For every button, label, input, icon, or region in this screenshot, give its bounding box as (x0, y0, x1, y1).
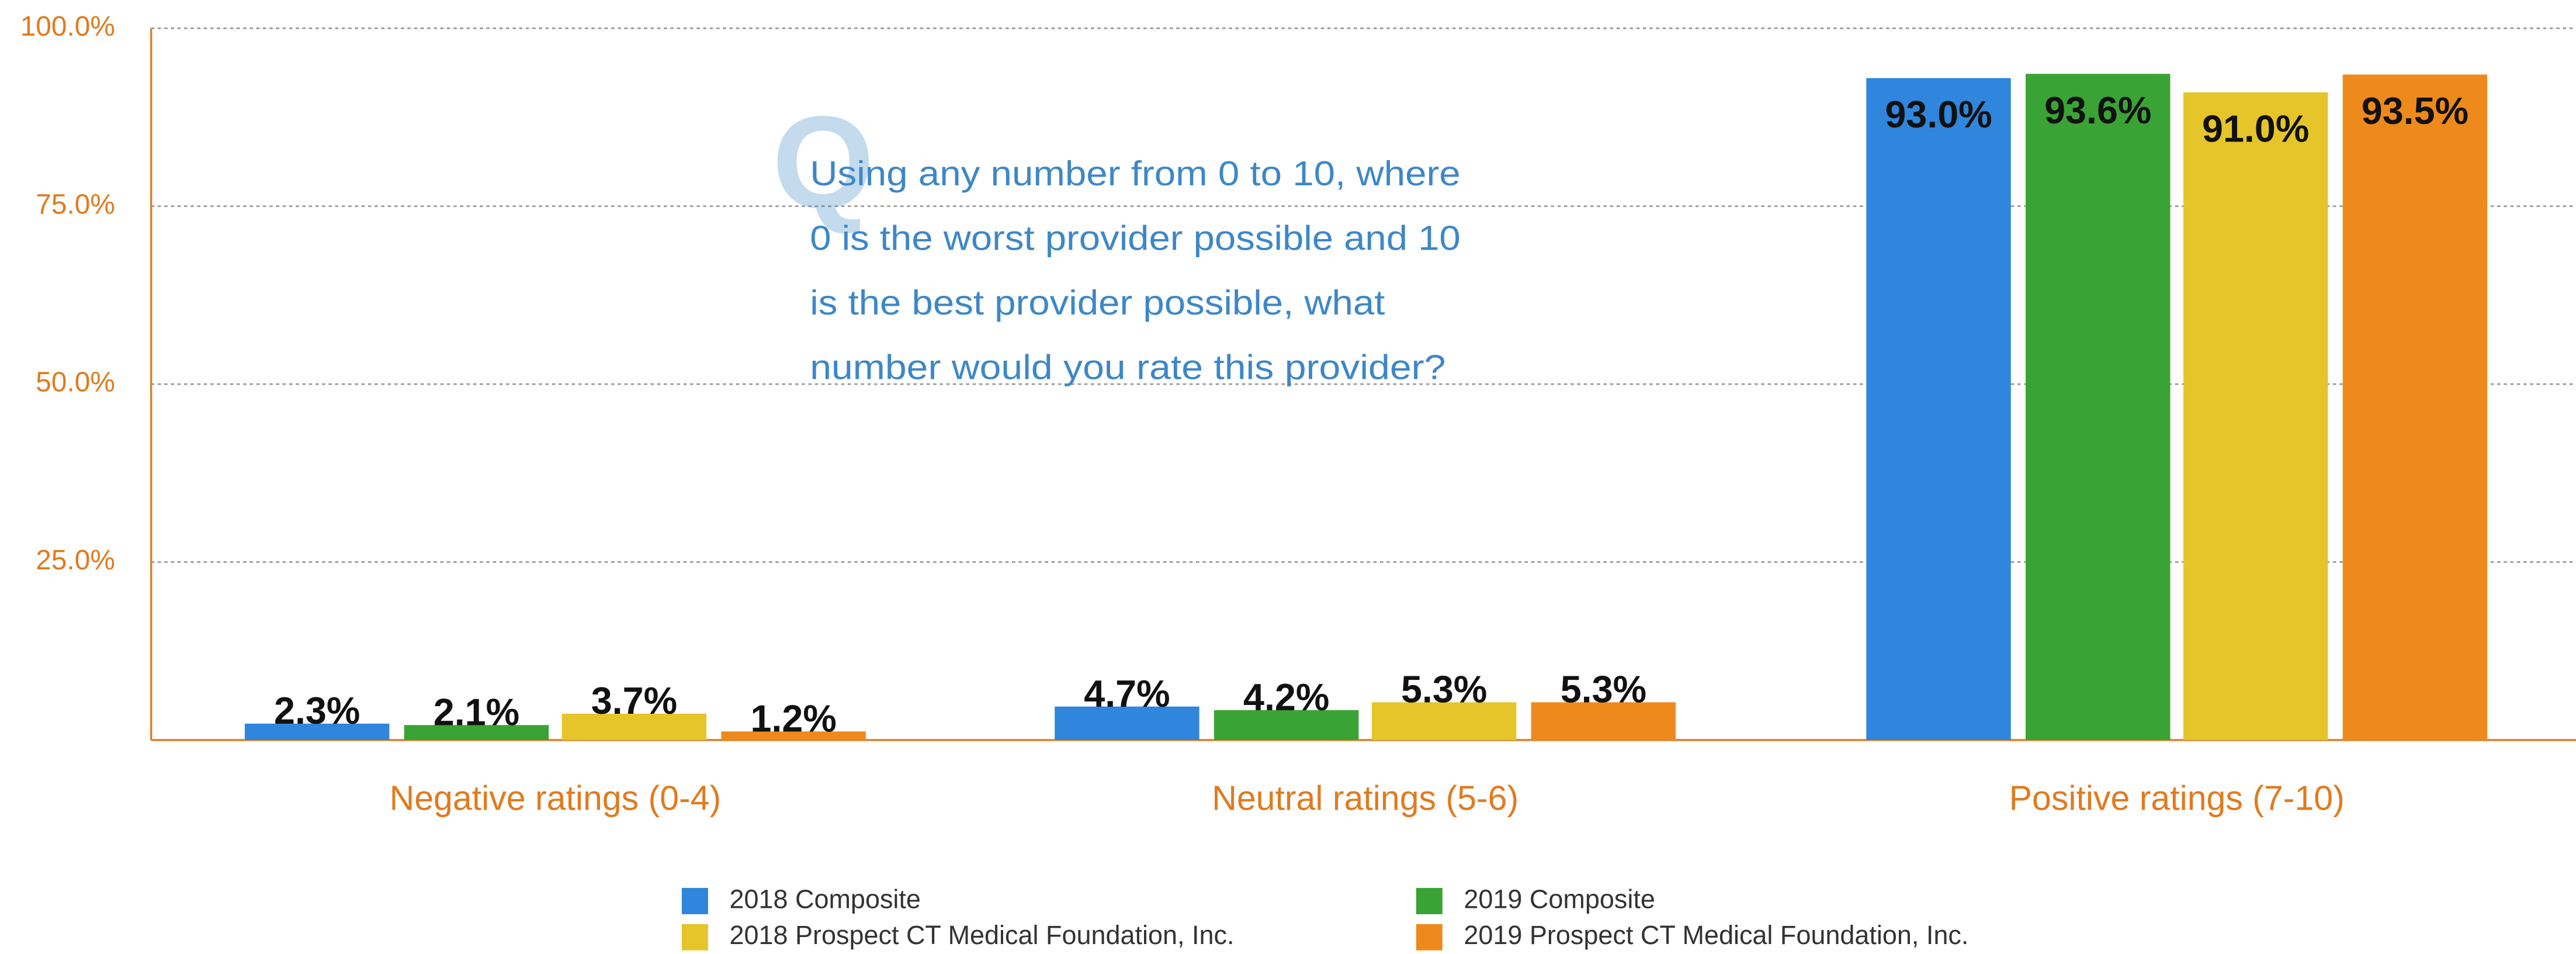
x-tick-label: Negative ratings (0-4) (390, 779, 722, 818)
y-tick-label: 100.0% (20, 11, 115, 42)
value-label: 5.3% (1561, 668, 1646, 711)
legend-swatch (1416, 924, 1443, 950)
x-tick-label: Positive ratings (7-10) (2009, 779, 2345, 818)
y-tick-label: 75.0% (36, 189, 115, 220)
value-label: 2.1% (434, 691, 519, 734)
value-label: 93.6% (2044, 89, 2151, 132)
bar (2342, 74, 2488, 740)
value-label: 1.2% (750, 697, 836, 739)
bar (1371, 702, 1517, 740)
bar (561, 713, 707, 740)
bar (2183, 92, 2328, 740)
legend-label: 2019 Composite (1464, 884, 1655, 914)
bar (1214, 710, 1359, 740)
bar (404, 725, 549, 740)
value-label: 4.7% (1084, 672, 1170, 715)
legend-label: 2018 Prospect CT Medical Foundation, Inc… (729, 920, 1234, 950)
value-label: 93.0% (1885, 93, 1992, 136)
value-label: 4.2% (1243, 676, 1329, 718)
y-tick-label: 50.0% (36, 367, 115, 398)
bar (1866, 78, 2011, 740)
bar (1531, 702, 1676, 740)
value-label: 93.5% (2362, 89, 2468, 132)
bar (2026, 74, 2171, 740)
y-tick-label: 25.0% (36, 545, 115, 576)
legend-swatch (681, 924, 708, 950)
legend-swatch (1416, 887, 1443, 914)
annotation-line: number would you rate this provider? (810, 348, 1445, 387)
bar (721, 731, 866, 740)
value-label: 2.3% (274, 689, 360, 732)
legend-label: 2018 Composite (729, 884, 920, 914)
value-label: 5.3% (1401, 668, 1487, 711)
annotation-line: 0 is the worst provider possible and 10 (810, 219, 1460, 258)
x-tick-label: Neutral ratings (5-6) (1212, 779, 1518, 818)
annotation-line: is the best provider possible, what (810, 284, 1385, 322)
value-label: 91.0% (2202, 108, 2309, 150)
legend-label: 2019 Prospect CT Medical Foundation, Inc… (1464, 920, 1968, 950)
value-label: 3.7% (591, 679, 677, 722)
bar (1055, 706, 1199, 740)
bar (244, 723, 390, 740)
annotation-mark: Q (772, 88, 875, 236)
legend-swatch (681, 887, 708, 914)
annotation-line: Using any number from 0 to 10, where (810, 154, 1460, 193)
